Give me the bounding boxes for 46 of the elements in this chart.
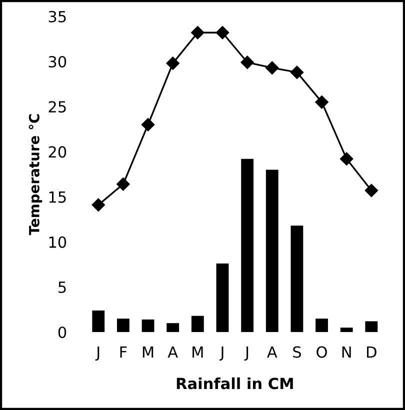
x-tick-label: J xyxy=(219,346,224,361)
y-tick-label: 25 xyxy=(48,101,66,113)
bar xyxy=(216,264,229,332)
point xyxy=(364,184,378,198)
bar xyxy=(340,328,353,332)
x-tick-label: N xyxy=(342,346,351,358)
point xyxy=(191,26,204,40)
bar xyxy=(316,318,328,332)
y-tick-label: 35 xyxy=(48,10,66,22)
point xyxy=(240,56,254,69)
y-tick-label: 30 xyxy=(48,56,66,68)
x-tick-label: A xyxy=(267,346,278,358)
bar xyxy=(191,316,204,332)
point xyxy=(92,198,105,212)
point xyxy=(166,56,180,70)
point xyxy=(266,61,279,74)
x-tick-label: S xyxy=(293,346,301,358)
x-tick-label: M xyxy=(142,346,154,358)
y-tick-label: 5 xyxy=(58,282,66,294)
bar xyxy=(266,170,278,332)
bar xyxy=(365,321,378,332)
point xyxy=(315,96,328,109)
point xyxy=(141,118,155,132)
x-tick-label: J xyxy=(95,346,100,361)
y-tick-label: 10 xyxy=(49,236,66,248)
point xyxy=(340,152,354,166)
point xyxy=(116,178,130,191)
point xyxy=(216,26,230,40)
y-tick-label: 20 xyxy=(48,146,66,158)
y-tick-label: 0 xyxy=(58,326,66,338)
bar xyxy=(116,318,130,332)
y-tick-label: 15 xyxy=(49,191,66,203)
bar xyxy=(142,319,154,332)
bar xyxy=(241,158,254,332)
bar xyxy=(166,323,180,332)
x-tick-label: O xyxy=(316,346,327,358)
x-tick-label: F xyxy=(120,346,127,358)
point xyxy=(290,66,304,79)
x-axis-title: Rainfall in CM xyxy=(176,377,293,390)
bar xyxy=(92,310,105,332)
x-tick-label: M xyxy=(192,346,203,358)
y-axis-title: Temperature °C xyxy=(28,114,42,236)
x-tick-label: A xyxy=(168,346,178,358)
bar xyxy=(290,226,304,332)
x-tick-label: J xyxy=(244,346,248,361)
x-tick-label: D xyxy=(367,346,376,358)
